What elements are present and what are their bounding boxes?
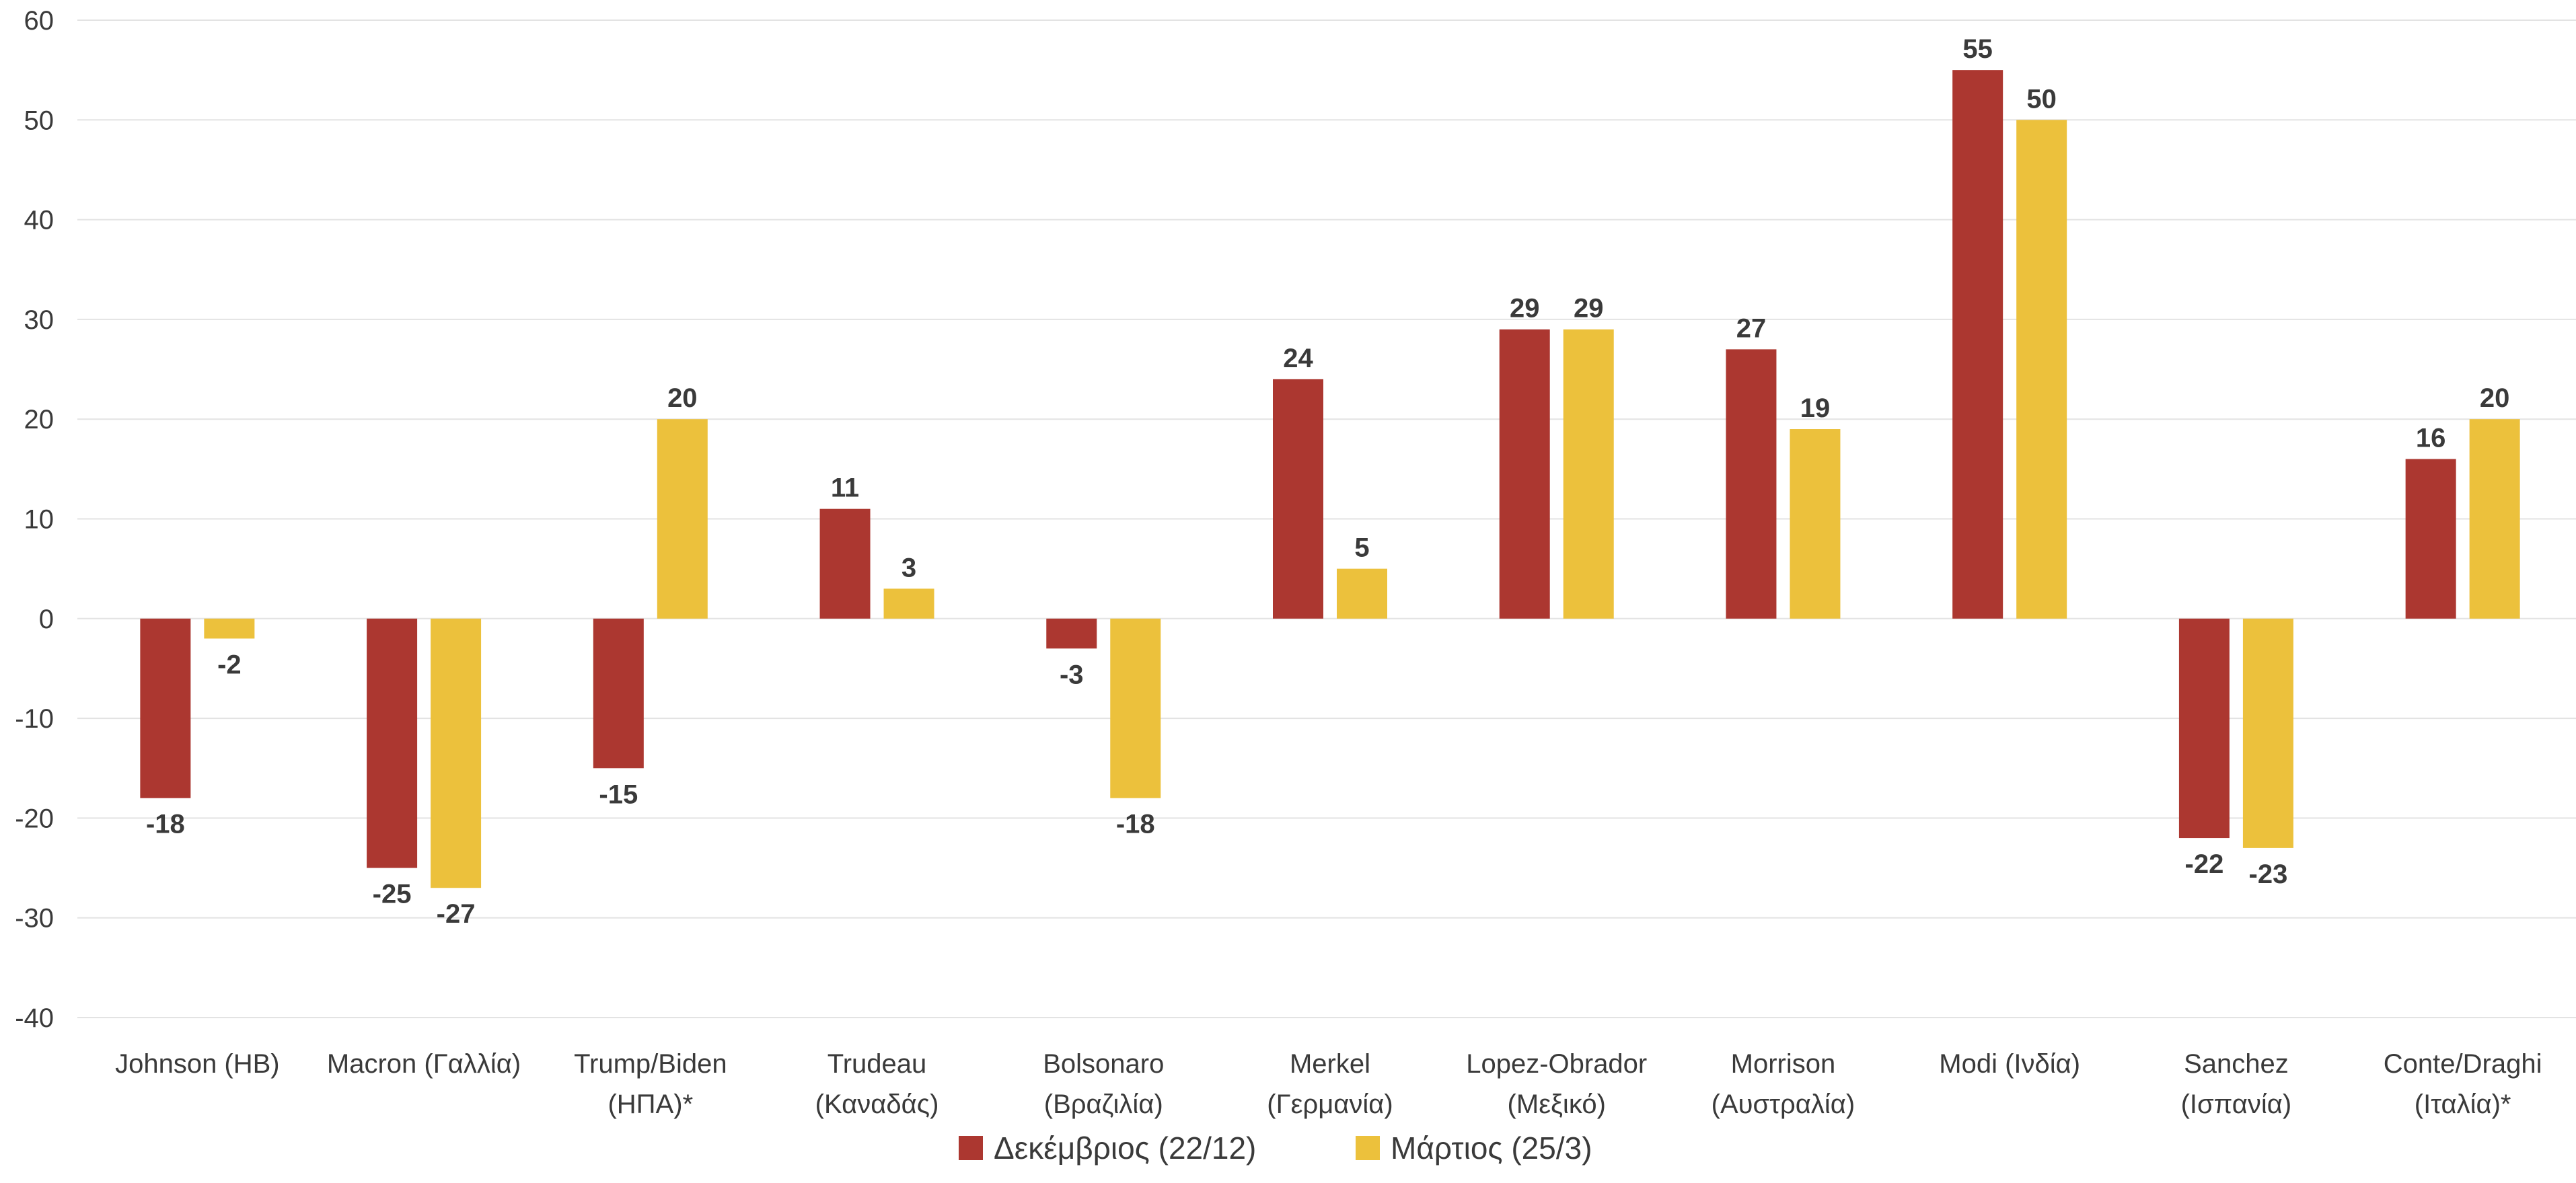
data-label: 24: [1283, 344, 1313, 373]
bar-series-1: [1952, 70, 2003, 619]
data-label: 11: [831, 473, 859, 503]
data-label: 29: [1510, 294, 1540, 323]
category-label: Merkel: [1290, 1049, 1370, 1079]
category-label: (Ιταλία)*: [2415, 1090, 2511, 1119]
bar-series-1: [140, 618, 191, 798]
y-tick-label: -30: [15, 904, 54, 933]
category-label: Johnson (ΗΒ): [115, 1049, 280, 1079]
y-tick-label: -40: [15, 1003, 54, 1033]
bars: [140, 70, 2520, 888]
legend-swatch: [959, 1136, 983, 1160]
data-label: -2: [217, 650, 242, 679]
bar-series-1: [367, 618, 418, 868]
bar-series-1: [2178, 618, 2230, 839]
category-label: Morrison: [1731, 1049, 1836, 1079]
gridlines: [77, 20, 2576, 1018]
y-tick-label: 50: [24, 106, 54, 135]
data-label: 20: [2480, 383, 2510, 413]
x-axis-categories: Johnson (ΗΒ) Macron (Γαλλία) Trump/Biden (Η…: [115, 1049, 2542, 1119]
y-tick-label: -10: [15, 704, 54, 734]
y-tick-label: 60: [24, 6, 54, 36]
category-label: Macron (Γαλλία): [327, 1049, 521, 1079]
category-label: (ΗΠΑ)*: [608, 1090, 693, 1119]
y-tick-label: 10: [24, 505, 54, 535]
bar-series-1: [1499, 329, 1550, 619]
data-label: 27: [1736, 313, 1767, 343]
data-label: 29: [1574, 294, 1604, 323]
category-label: Bolsonaro: [1043, 1049, 1164, 1079]
category-label: Lopez-Obrador: [1466, 1049, 1647, 1079]
data-label: -18: [1116, 810, 1155, 839]
bar-series-2: [2242, 618, 2293, 848]
data-label: 19: [1800, 393, 1831, 423]
bar-series-1: [593, 618, 644, 769]
category-label: Trudeau: [827, 1049, 927, 1079]
bar-series-2: [657, 419, 708, 619]
data-label: -22: [2185, 849, 2224, 879]
data-label: 3: [901, 553, 916, 582]
y-tick-label: 20: [24, 405, 54, 434]
bar-series-1: [1046, 618, 1097, 649]
category-label: Conte/Draghi: [2384, 1049, 2542, 1079]
category-label: Modi (Ινδία): [1939, 1049, 2080, 1079]
bar-series-1: [819, 508, 871, 619]
bar-series-2: [883, 588, 934, 619]
bar-series-2: [1337, 568, 1387, 619]
data-label: 20: [667, 383, 698, 413]
bar-series-1: [1726, 349, 1777, 619]
data-labels: -18 -2 -25 -27 -15 20 11 3 -3 -18 24 5 29 29 27 19 55 50 -…: [146, 34, 2509, 929]
data-label: 5: [1354, 533, 1369, 563]
bar-series-2: [1563, 329, 1614, 619]
bar-series-2: [1790, 429, 1841, 619]
y-tick-label: 0: [39, 605, 54, 634]
y-tick-label: 30: [24, 305, 54, 335]
bar-series-1: [2405, 459, 2456, 619]
category-label: (Γερμανία): [1267, 1090, 1393, 1119]
data-label: 50: [2026, 84, 2057, 114]
bar-series-2: [2469, 419, 2520, 619]
data-label: -18: [146, 810, 185, 839]
category-label: (Ισπανία): [2181, 1090, 2292, 1119]
bar-series-2: [204, 618, 255, 639]
legend-label: Δεκέμβριος (22/12): [994, 1131, 1256, 1166]
legend: Δεκέμβριος (22/12) Μάρτιος (25/3): [959, 1131, 1592, 1166]
data-label: -23: [2249, 860, 2288, 889]
bar-series-2: [431, 618, 482, 888]
category-label: (Βραζιλία): [1044, 1090, 1163, 1119]
y-tick-label: 40: [24, 206, 54, 235]
category-label: Sanchez: [2184, 1049, 2289, 1079]
y-axis-ticks: 60 50 40 30 20 10 0 -10 -20 -30 -40: [15, 6, 54, 1033]
bar-series-2: [1110, 618, 1161, 798]
data-label: 16: [2416, 424, 2446, 453]
category-label: (Καναδάς): [815, 1090, 939, 1119]
data-label: -27: [437, 899, 476, 929]
data-label: -15: [599, 779, 638, 809]
legend-label: Μάρτιος (25/3): [1391, 1131, 1592, 1166]
data-label: -25: [373, 880, 412, 909]
legend-swatch: [1356, 1136, 1380, 1160]
bar-series-1: [1273, 379, 1323, 619]
data-label: 55: [1962, 34, 1993, 64]
category-label: Trump/Biden: [574, 1049, 727, 1079]
y-tick-label: -20: [15, 804, 54, 833]
category-label: (Αυστραλία): [1712, 1090, 1855, 1119]
bar-series-2: [2016, 120, 2067, 619]
category-label: (Μεξικό): [1508, 1090, 1606, 1119]
data-label: -3: [1060, 660, 1084, 689]
